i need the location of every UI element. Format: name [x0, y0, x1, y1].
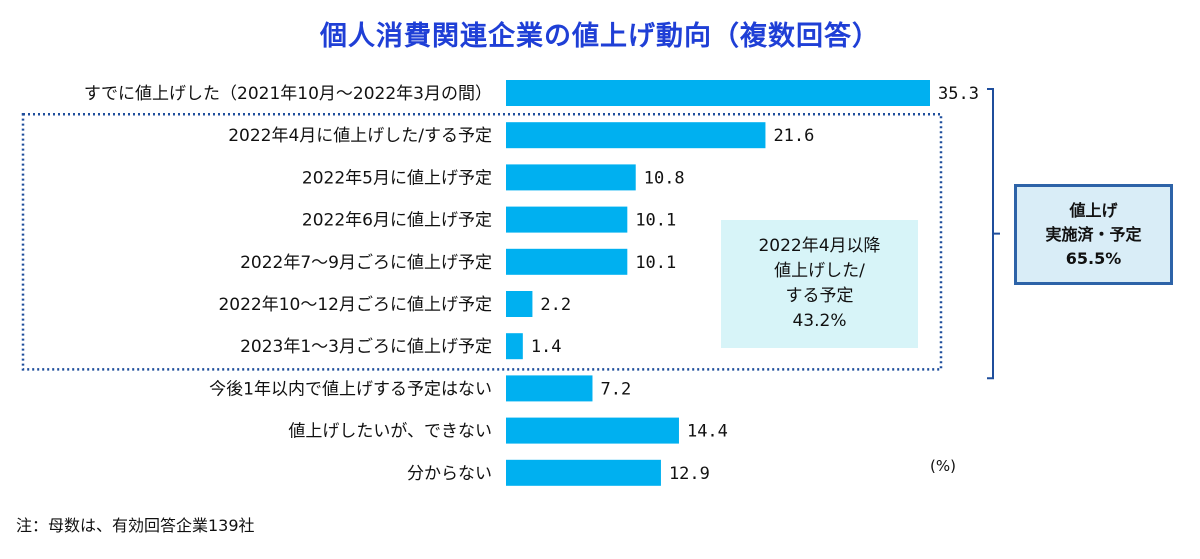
category-label-5: 2022年7～9月ごろに値上げ予定: [240, 253, 492, 273]
inner-box-line-3: する予定: [785, 286, 854, 306]
value-label-1: 35.3: [938, 84, 979, 104]
value-label-9: 14.4: [687, 422, 728, 442]
inner-box-line-4: 43.2%: [792, 311, 847, 331]
april-onward-summary-box: 2022年4月以降 値上げした/ する予定 43.2%: [721, 220, 918, 348]
total-summary-box: 値上げ 実施済・予定 65.5%: [1014, 184, 1173, 285]
chart-title: 個人消費関連企業の値上げ動向（複数回答）: [320, 21, 880, 52]
value-label-5: 10.1: [635, 253, 676, 273]
inner-box-line-1: 2022年4月以降: [758, 236, 881, 256]
footnote: 注：母数は、有効回答企業139社: [16, 516, 255, 535]
category-label-4: 2022年6月に値上げ予定: [302, 211, 492, 231]
bar-5: [506, 248, 628, 275]
unit-label: (%): [930, 457, 956, 475]
category-label-10: 分からない: [407, 464, 492, 484]
total-box-line-1: 値上げ: [1069, 200, 1118, 220]
category-label-6: 2022年10～12月ごろに値上げ予定: [218, 295, 492, 315]
category-label-7: 2023年1～3月ごろに値上げ予定: [240, 337, 492, 357]
category-label-3: 2022年5月に値上げ予定: [302, 168, 492, 188]
bar-4: [506, 206, 628, 233]
april-onward-group-outline: [21, 112, 943, 371]
value-label-7: 1.4: [531, 337, 562, 357]
bar-8: [506, 375, 593, 402]
category-label-2: 2022年4月に値上げした/する予定: [228, 126, 492, 146]
value-label-2: 21.6: [773, 126, 814, 146]
value-label-10: 12.9: [669, 464, 710, 484]
bar-2: [506, 122, 766, 149]
total-box-line-2: 実施済・予定: [1045, 224, 1142, 244]
bar-9: [506, 417, 679, 444]
bar-3: [506, 164, 636, 191]
inner-box-line-2: 値上げした/: [774, 261, 865, 281]
value-label-4: 10.1: [635, 211, 676, 231]
category-label-8: 今後1年以内で値上げする予定はない: [209, 379, 492, 399]
total-box-line-3: 65.5%: [1065, 248, 1122, 268]
category-label-1: すでに値上げした（2021年10月～2022年3月の間）: [84, 84, 492, 104]
category-label-9: 値上げしたいが、できない: [288, 422, 492, 442]
bar-1: [506, 80, 930, 106]
value-label-8: 7.2: [600, 379, 631, 399]
value-label-6: 2.2: [540, 295, 571, 315]
right-bracket: [987, 88, 1000, 380]
bar-10: [506, 459, 661, 486]
bar-7: [506, 333, 523, 360]
bar-6: [506, 291, 533, 317]
value-label-3: 10.8: [644, 168, 685, 188]
